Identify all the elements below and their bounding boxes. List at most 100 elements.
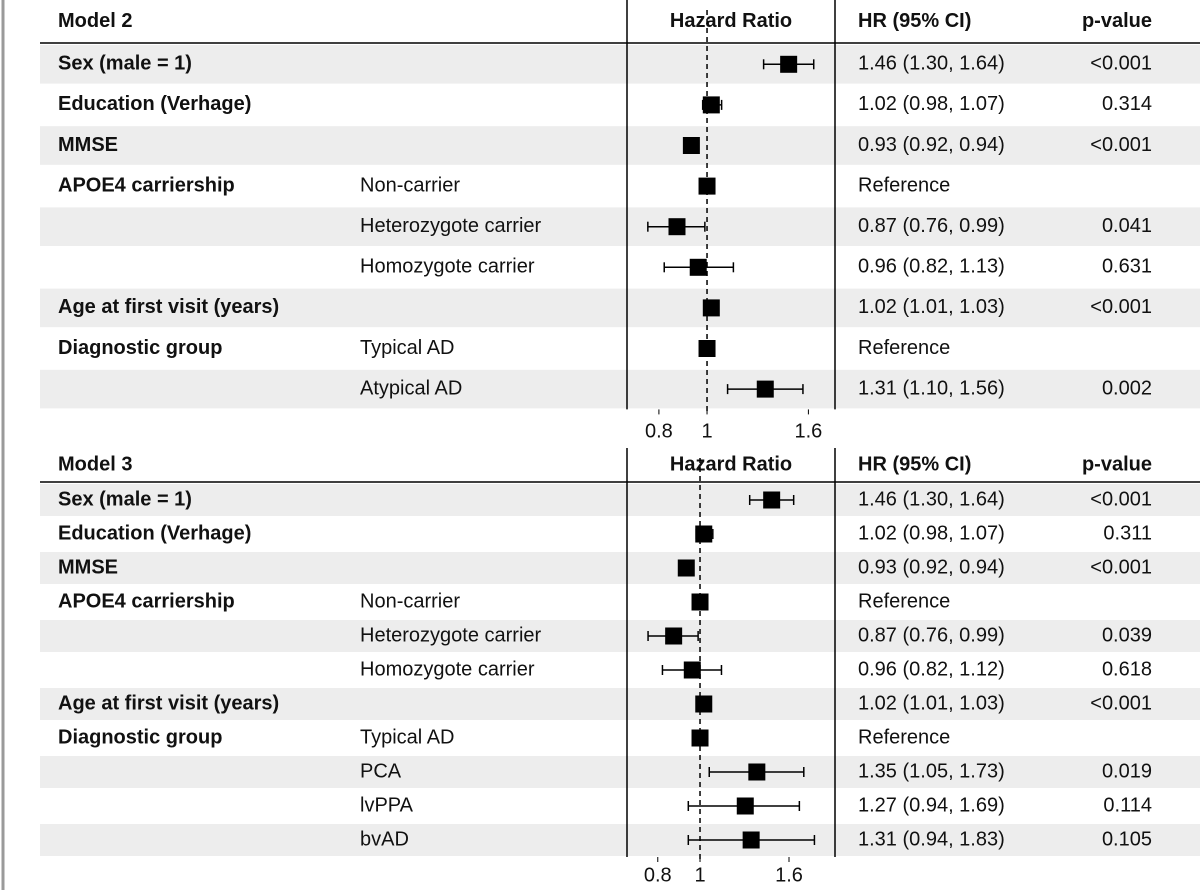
ci-label: 1.46 (1.30, 1.64) xyxy=(858,488,1005,510)
estimate-marker xyxy=(763,491,781,509)
row-stripe xyxy=(40,126,1200,165)
row-stripe xyxy=(40,756,1200,788)
p-value: 0.105 xyxy=(1102,828,1152,850)
row-stripe xyxy=(40,45,1200,84)
ci-label: Reference xyxy=(858,337,950,359)
p-value: 0.314 xyxy=(1102,93,1152,115)
x-tick-label: 1 xyxy=(701,420,712,442)
estimate-marker xyxy=(756,380,774,398)
ci-label: 1.02 (0.98, 1.07) xyxy=(858,522,1005,544)
ci-label: Reference xyxy=(858,590,950,612)
variable-label: Diagnostic group xyxy=(58,337,222,359)
estimate-marker xyxy=(677,559,695,577)
row-stripe xyxy=(40,288,1200,328)
estimate-marker xyxy=(702,96,720,114)
level-label: Non-carrier xyxy=(360,590,460,612)
ci-label: 1.02 (1.01, 1.03) xyxy=(858,296,1005,318)
level-label: Non-carrier xyxy=(360,174,460,196)
variable-label: Education (Verhage) xyxy=(58,522,251,544)
p-value: <0.001 xyxy=(1090,556,1152,578)
level-label: Homozygote carrier xyxy=(360,658,535,680)
ci-label: 0.87 (0.76, 0.99) xyxy=(858,624,1005,646)
row-stripe xyxy=(40,620,1200,652)
panel-title: Model 3 xyxy=(58,453,132,475)
ci-label: Reference xyxy=(858,726,950,748)
p-value: 0.618 xyxy=(1102,658,1152,680)
ci-label: 1.35 (1.05, 1.73) xyxy=(858,760,1005,782)
variable-label: Education (Verhage) xyxy=(58,93,251,115)
estimate-marker xyxy=(736,797,754,815)
x-tick-label: 1 xyxy=(694,864,705,886)
level-label: Typical AD xyxy=(360,337,454,359)
estimate-marker xyxy=(691,593,709,611)
variable-label: MMSE xyxy=(58,556,118,578)
estimate-marker xyxy=(698,177,716,195)
level-label: Typical AD xyxy=(360,726,454,748)
variable-label: Age at first visit (years) xyxy=(58,296,279,318)
x-tick-label: 0.8 xyxy=(645,420,673,442)
ci-label: 1.31 (0.94, 1.83) xyxy=(858,828,1005,850)
p-value: 0.114 xyxy=(1103,794,1152,816)
estimate-marker xyxy=(689,258,707,276)
variable-label: Sex (male = 1) xyxy=(58,53,192,75)
ci-label: Reference xyxy=(858,174,950,196)
variable-label: MMSE xyxy=(58,134,118,156)
variable-label: APOE4 carriership xyxy=(58,590,235,612)
column-header: HR (95% CI) xyxy=(858,10,971,32)
estimate-marker xyxy=(742,831,760,849)
ci-label: 0.87 (0.76, 0.99) xyxy=(858,215,1005,237)
column-header: Hazard Ratio xyxy=(670,10,792,32)
ci-label: 1.02 (0.98, 1.07) xyxy=(858,93,1005,115)
x-tick-label: 0.8 xyxy=(644,864,672,886)
x-tick-label: 1.6 xyxy=(794,420,822,442)
row-stripe xyxy=(40,369,1200,409)
row-stripe xyxy=(40,688,1200,720)
p-value: 0.002 xyxy=(1102,377,1152,399)
variable-label: Diagnostic group xyxy=(58,726,222,748)
p-value: <0.001 xyxy=(1090,134,1152,156)
estimate-marker xyxy=(702,299,720,317)
ci-label: 1.27 (0.94, 1.69) xyxy=(858,794,1005,816)
level-label: Homozygote carrier xyxy=(360,256,535,278)
estimate-marker xyxy=(682,137,700,154)
variable-label: Age at first visit (years) xyxy=(58,692,279,714)
p-value: 0.631 xyxy=(1102,256,1152,278)
estimate-marker xyxy=(683,661,701,679)
estimate-marker xyxy=(780,55,798,73)
panel-title: Model 2 xyxy=(58,10,132,32)
ci-label: 1.31 (1.10, 1.56) xyxy=(858,377,1005,399)
ci-label: 0.96 (0.82, 1.13) xyxy=(858,256,1005,278)
level-label: Heterozygote carrier xyxy=(360,215,542,237)
row-stripe xyxy=(40,207,1200,246)
level-label: Heterozygote carrier xyxy=(360,624,542,646)
ci-label: 0.93 (0.92, 0.94) xyxy=(858,556,1005,578)
ci-label: 1.46 (1.30, 1.64) xyxy=(858,53,1005,75)
row-stripe xyxy=(40,484,1200,516)
p-value: 0.019 xyxy=(1102,760,1152,782)
column-header: p-value xyxy=(1082,10,1152,32)
p-value: 0.039 xyxy=(1102,624,1152,646)
estimate-marker xyxy=(695,525,713,543)
row-stripe xyxy=(40,824,1200,856)
p-value: <0.001 xyxy=(1090,692,1152,714)
estimate-marker xyxy=(695,695,713,713)
ci-label: 0.93 (0.92, 0.94) xyxy=(858,134,1005,156)
estimate-marker xyxy=(748,763,766,781)
ci-label: 0.96 (0.82, 1.12) xyxy=(858,658,1005,680)
level-label: PCA xyxy=(360,760,402,782)
ci-label: 1.02 (1.01, 1.03) xyxy=(858,692,1005,714)
p-value: 0.311 xyxy=(1103,522,1152,544)
estimate-marker xyxy=(668,218,686,236)
p-value: <0.001 xyxy=(1090,296,1152,318)
row-stripe xyxy=(40,552,1200,584)
x-tick-label: 1.6 xyxy=(775,864,803,886)
p-value: 0.041 xyxy=(1102,215,1152,237)
estimate-marker xyxy=(691,729,709,747)
column-header: Hazard Ratio xyxy=(670,453,792,475)
estimate-marker xyxy=(698,340,716,357)
variable-label: Sex (male = 1) xyxy=(58,488,192,510)
column-header: HR (95% CI) xyxy=(858,453,971,475)
estimate-marker xyxy=(665,627,683,645)
